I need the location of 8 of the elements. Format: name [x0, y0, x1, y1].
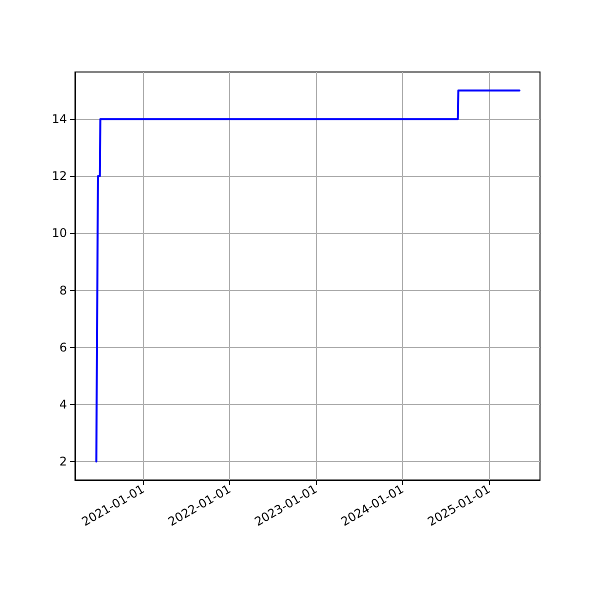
y-tick-label: 6 — [59, 340, 67, 354]
line-series — [95, 90, 520, 462]
y-tick-label: 10 — [52, 226, 67, 240]
y-tick-label: 4 — [59, 397, 67, 412]
y-tick-label: 8 — [59, 283, 67, 298]
y-tick-label: 14 — [52, 112, 67, 126]
y-tick-label: 12 — [52, 169, 67, 184]
y-tick-label: 2 — [59, 454, 67, 468]
